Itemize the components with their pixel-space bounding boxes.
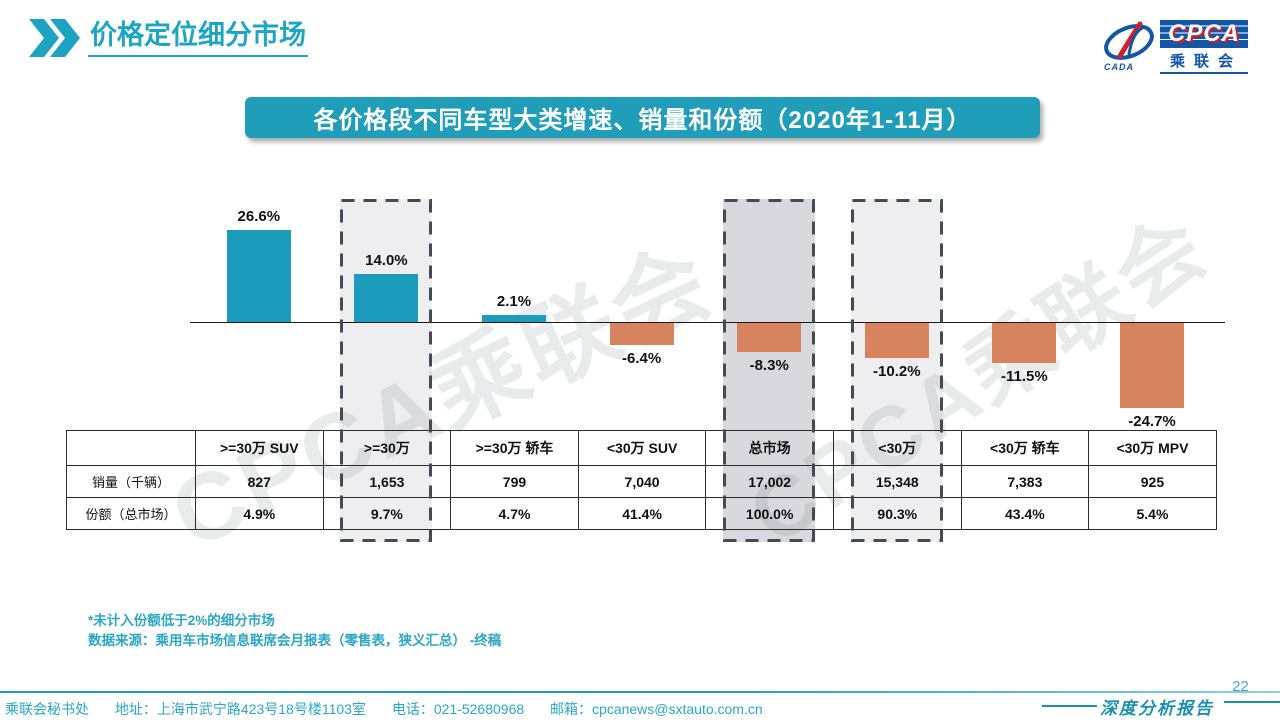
table-cell: 9.7%: [322, 497, 452, 530]
logo-association-text: 乘联会: [1159, 48, 1248, 75]
chart-zero-axis: [190, 322, 1225, 323]
bar-<30万 轿车: [992, 323, 1057, 363]
table-cell: 827: [195, 465, 324, 498]
bar-<30万 SUV: [609, 323, 674, 346]
chart-title-banner: 各价格段不同车型大类增速、销量和份额（2020年1-11月）: [245, 97, 1040, 138]
report-divider-right: [1224, 701, 1280, 703]
bar->=30万 轿车: [482, 314, 546, 322]
report-label-area: 深度分析报告 22: [1040, 672, 1280, 720]
cpca-logo: CADA CPCA 乘联会: [1102, 20, 1248, 75]
table-header-cell: <30万 SUV: [577, 430, 707, 466]
table-cell: 17,002: [705, 465, 834, 498]
table-header-cell: <30万: [832, 430, 962, 466]
table-corner-cell: [66, 430, 196, 466]
table-header-cell: >=30万 轿车: [450, 430, 579, 466]
table-cell: 43.4%: [960, 497, 1090, 530]
table-cell: 925: [1088, 465, 1217, 498]
table-cell: 100.0%: [705, 497, 834, 530]
header: 价格定位细分市场: [28, 18, 308, 58]
bar-label: -10.2%: [873, 363, 921, 381]
bar-label: 2.1%: [496, 292, 532, 310]
table-cell: 4.9%: [195, 497, 324, 530]
double-chevron-icon: [29, 19, 80, 57]
logo-cpca-text: CPCA: [1159, 20, 1248, 49]
bar-label: 14.0%: [365, 251, 408, 269]
footnote-line-2: 数据来源：乘用车市场信息联席会月报表（零售表，狭义汇总） -终稿: [88, 633, 502, 648]
bar-总市场: [737, 323, 802, 352]
footer-org: 乘联会秘书处: [5, 701, 89, 717]
footer-contacts: 乘联会秘书处 地址：上海市武宁路423号18号楼1103室 电话：021-526…: [5, 699, 785, 719]
row-header-cell: 份额（总市场）: [66, 497, 196, 530]
table-cell: 7,383: [960, 465, 1090, 498]
table-header-cell: 总市场: [705, 430, 834, 466]
footer-divider: [0, 691, 1280, 693]
bar-label: -8.3%: [749, 356, 789, 374]
report-label: 深度分析报告: [1100, 699, 1214, 718]
bar-label: -11.5%: [1001, 367, 1048, 385]
bar-label: -24.7%: [1128, 413, 1176, 431]
bar->=30万: [354, 273, 419, 322]
bar-label: 26.6%: [237, 207, 281, 225]
footer-address: 地址：上海市武宁路423号18号楼1103室: [114, 701, 366, 717]
table-cell: 4.7%: [450, 497, 579, 530]
table-cell: 41.4%: [577, 497, 707, 530]
table-cell: 15,348: [832, 465, 962, 498]
table-row: 份额（总市场） 4.9% 9.7% 4.7% 41.4% 100.0% 90.3% 43.4%…: [66, 497, 1217, 530]
data-table-container: >=30万 SUV >=30万 >=30万 轿车 <30万 SUV 总市场 <30万 <30…: [66, 430, 1217, 530]
row-header-cell: 销量（千辆）: [66, 465, 196, 498]
footnotes: *未计入份额低于2%的细分市场 数据来源：乘用车市场信息联席会月报表（零售表，狭…: [88, 611, 501, 651]
report-divider-left: [1042, 705, 1097, 707]
table-header-cell: <30万 轿车: [960, 430, 1090, 466]
bar-<30万: [864, 323, 929, 359]
bar-label: -6.4%: [622, 350, 662, 368]
table-cell: 90.3%: [832, 497, 962, 530]
table-cell: 1,653: [322, 465, 452, 498]
footer-email: 邮箱：cpcanews@sxtauto.com.cn: [550, 701, 763, 717]
data-table: >=30万 SUV >=30万 >=30万 轿车 <30万 SUV 总市场 <30万 <30…: [66, 430, 1217, 530]
table-header-cell: <30万 MPV: [1088, 430, 1217, 466]
logo-emblem-icon: CADA: [1102, 20, 1156, 72]
table-row: 销量（千辆） 827 1,653 799 7,040 17,002 15,348 7,383 9…: [66, 465, 1217, 498]
table-header-cell: >=30万 SUV: [195, 430, 324, 466]
table-cell: 799: [450, 465, 579, 498]
bar->=30万 SUV: [226, 229, 291, 322]
table-cell: 7,040: [577, 465, 707, 498]
footnote-line-1: *未计入份额低于2%的细分市场: [88, 613, 275, 628]
page-number: 22: [1232, 678, 1249, 695]
table-header-cell: >=30万: [322, 430, 452, 466]
page-title: 价格定位细分市场: [88, 19, 308, 58]
footer-phone: 电话：021-52680968: [391, 701, 525, 717]
bar-<30万 MPV: [1120, 323, 1184, 409]
logo-emblem-caption: CADA: [1103, 62, 1134, 72]
table-cell: 5.4%: [1088, 497, 1217, 530]
